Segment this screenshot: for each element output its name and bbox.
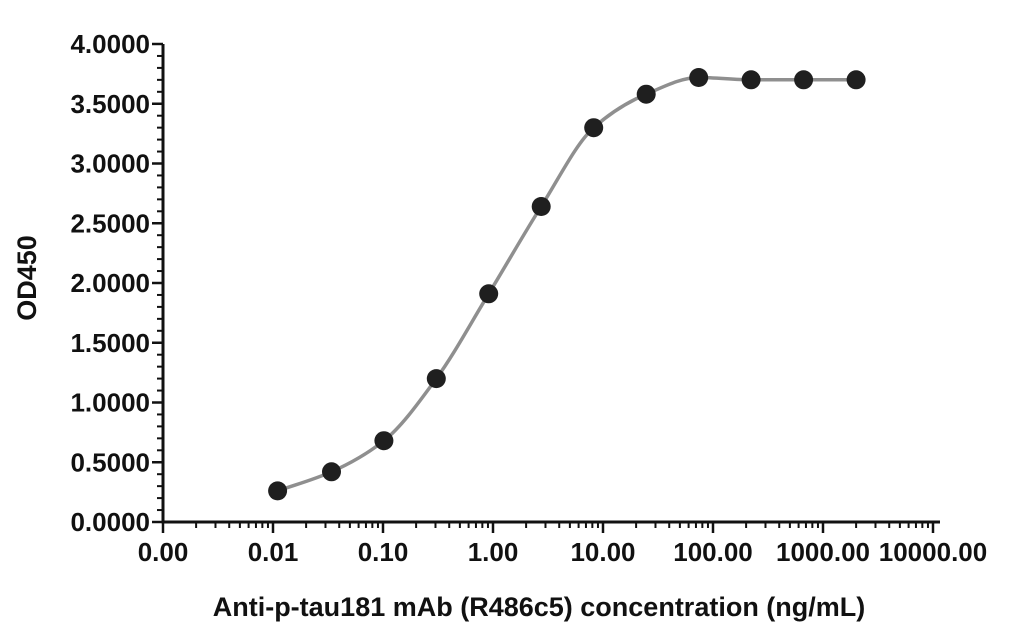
data-point-marker xyxy=(479,284,499,304)
data-point-marker xyxy=(426,369,446,389)
y-tick-label: 2.0000 xyxy=(70,268,150,298)
y-axis-title: OD450 xyxy=(12,235,42,321)
data-point-marker xyxy=(741,70,761,90)
data-point-marker xyxy=(794,70,814,90)
x-tick-label: 0.01 xyxy=(248,537,299,567)
y-tick-label: 3.5000 xyxy=(70,89,150,119)
x-axis-title: Anti-p-tau181 mAb (R486c5) concentration… xyxy=(213,592,866,622)
y-tick-label: 4.0000 xyxy=(70,29,150,59)
data-point-marker xyxy=(584,118,604,138)
y-tick-label: 1.0000 xyxy=(70,388,150,418)
data-point-marker xyxy=(268,481,288,501)
y-tick-label: 0.0000 xyxy=(70,507,150,537)
data-point-marker xyxy=(689,68,709,87)
x-tick-label: 1000.00 xyxy=(776,537,870,567)
fitted-curve xyxy=(275,75,858,493)
data-point-marker xyxy=(636,84,656,104)
data-point-marker xyxy=(322,462,341,482)
data-point-marker xyxy=(374,431,394,451)
x-tick-label: 1.00 xyxy=(468,537,519,567)
y-tick-label: 3.0000 xyxy=(70,149,150,179)
x-tick-label: 100.00 xyxy=(673,537,753,567)
x-tick-label: 0.10 xyxy=(358,537,409,567)
x-tick-label: 0.00 xyxy=(138,537,189,567)
y-tick-label: 1.5000 xyxy=(70,328,150,358)
data-point-marker xyxy=(531,197,551,216)
x-tick-label: 10.00 xyxy=(570,537,635,567)
x-tick-label: 10000.00 xyxy=(879,537,987,567)
plot-area: 0.00 0.01 0.10 1.00 10.00 100.00 1000.00 10000.… xyxy=(70,29,987,567)
y-tick-label: 2.5000 xyxy=(70,208,150,238)
data-point-marker xyxy=(846,70,866,90)
y-tick-label: 0.5000 xyxy=(70,447,150,477)
